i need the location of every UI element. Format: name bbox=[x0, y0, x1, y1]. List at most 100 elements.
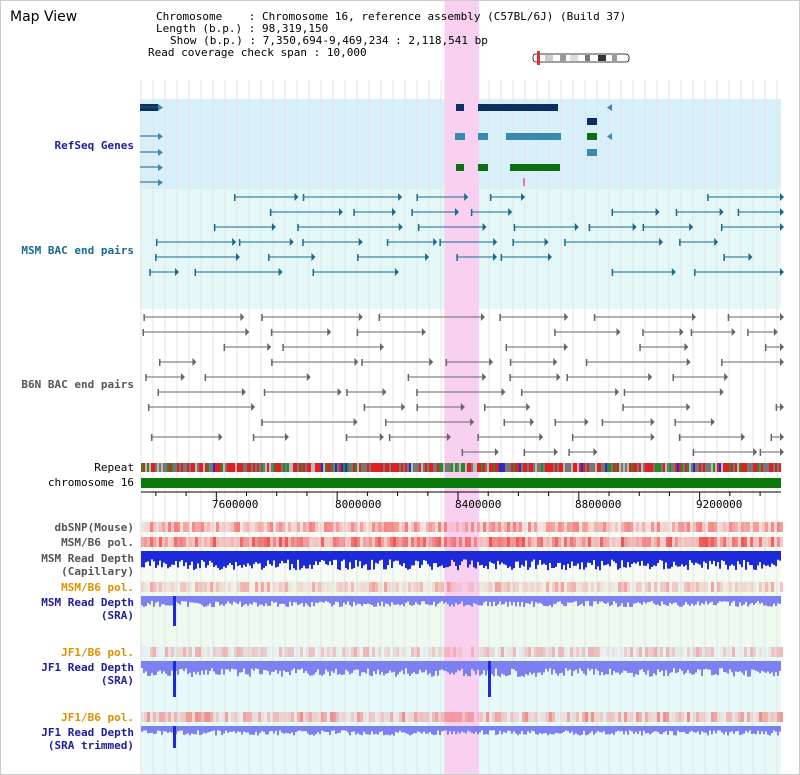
read-depth-bar bbox=[725, 726, 727, 732]
read-depth-bar bbox=[607, 726, 609, 735]
b6n-bac-pair-end bbox=[261, 419, 263, 426]
pol-heat-cell bbox=[600, 537, 603, 547]
read-depth-bar bbox=[435, 596, 437, 607]
read-depth-bar bbox=[409, 726, 411, 736]
read-depth-bar bbox=[753, 596, 755, 605]
msm-bac-pair-arrow-icon bbox=[780, 223, 784, 231]
pol-heat-cell bbox=[240, 522, 243, 532]
track-label-msm-bac[interactable]: MSM BAC end pairs bbox=[21, 244, 134, 257]
read-depth-bar bbox=[463, 661, 465, 677]
pol-heat-cell bbox=[150, 582, 153, 592]
pol-heat-cell bbox=[552, 647, 555, 657]
pol-heat-cell bbox=[510, 537, 513, 547]
track-label-jf1-trimmed-depth[interactable]: JF1 Read Depth (SRA trimmed) bbox=[0, 726, 134, 752]
read-depth-bar bbox=[411, 551, 413, 566]
pol-heat-cell bbox=[561, 522, 564, 532]
pol-heat-cell bbox=[594, 582, 597, 592]
pol-heat-cell bbox=[168, 522, 171, 532]
pol-heat-cell bbox=[594, 522, 597, 532]
refseq-gene bbox=[587, 118, 597, 125]
pol-heat-cell bbox=[249, 522, 252, 532]
track-label-dbsnp[interactable]: dbSNP(Mouse) bbox=[54, 521, 134, 534]
track-label-msm-pol-1[interactable]: MSM/B6 pol. bbox=[61, 536, 134, 549]
read-depth-bar bbox=[375, 726, 377, 734]
read-depth-bar bbox=[173, 551, 175, 565]
read-depth-bar bbox=[377, 661, 379, 670]
read-depth-bar bbox=[477, 726, 479, 735]
read-depth-bar bbox=[683, 726, 685, 732]
pol-heat-cell bbox=[432, 582, 435, 592]
read-depth-bar bbox=[383, 726, 385, 736]
refseq-gene bbox=[506, 133, 561, 140]
read-depth-bar bbox=[349, 596, 351, 606]
repeat-segment bbox=[255, 463, 257, 472]
read-depth-bar bbox=[265, 661, 267, 671]
repeat-segment bbox=[537, 463, 539, 472]
repeat-segment bbox=[713, 463, 715, 472]
read-depth-bar bbox=[323, 726, 325, 732]
read-depth-bar bbox=[159, 726, 161, 731]
read-depth-bar bbox=[339, 661, 341, 674]
pol-heat-cell bbox=[306, 522, 309, 532]
jf1-trimmed-label-line1: JF1 Read Depth bbox=[41, 726, 134, 739]
repeat-segment bbox=[563, 463, 565, 472]
pol-heat-cell bbox=[522, 647, 525, 657]
read-depth-bar bbox=[195, 551, 197, 569]
track-label-chromosome[interactable]: chromosome 16 bbox=[47, 476, 134, 489]
read-depth-bar bbox=[347, 661, 349, 672]
pol-heat-cell bbox=[510, 647, 513, 657]
b6n-bac-pair-end bbox=[385, 419, 387, 426]
pol-heat-cell bbox=[780, 522, 783, 532]
pol-heat-cell bbox=[417, 537, 420, 547]
pol-heat-cell bbox=[159, 582, 162, 592]
pol-heat-cell bbox=[732, 537, 735, 547]
track-label-msm-sra-depth[interactable]: MSM Read Depth (SRA) bbox=[0, 596, 134, 622]
msm-bac-pair-arrow-icon bbox=[358, 238, 363, 246]
read-depth-bar bbox=[607, 661, 609, 675]
read-depth-bar bbox=[511, 661, 513, 669]
read-depth-bar bbox=[767, 661, 769, 672]
pol-heat-cell bbox=[447, 582, 450, 592]
pol-heat-cell bbox=[723, 712, 726, 722]
track-label-jf1-pol-1[interactable]: JF1/B6 pol. bbox=[61, 646, 134, 659]
b6n-bac-pair-end bbox=[672, 374, 674, 381]
track-label-msm-pol-2[interactable]: MSM/B6 pol. bbox=[61, 581, 134, 594]
pol-heat-cell bbox=[183, 522, 186, 532]
pol-heat-cell bbox=[396, 522, 399, 532]
track-label-b6n-bac[interactable]: B6N BAC end pairs bbox=[21, 378, 134, 391]
read-depth-bar bbox=[429, 596, 431, 606]
pol-heat-cell bbox=[324, 522, 327, 532]
read-depth-bar bbox=[447, 726, 449, 735]
b6n-bac-pair-end bbox=[150, 434, 153, 441]
track-label-jf1-pol-2[interactable]: JF1/B6 pol. bbox=[61, 711, 134, 724]
read-depth-bar bbox=[731, 596, 733, 603]
read-depth-bar bbox=[747, 661, 749, 677]
pol-heat-cell bbox=[531, 582, 534, 592]
read-depth-bar bbox=[315, 596, 317, 603]
pol-heat-cell bbox=[414, 647, 417, 657]
pol-heat-cell bbox=[675, 522, 678, 532]
pol-heat-cell bbox=[612, 537, 615, 547]
track-label-repeat[interactable]: Repeat bbox=[94, 461, 134, 474]
track-label-jf1-sra-depth[interactable]: JF1 Read Depth (SRA) bbox=[0, 661, 134, 687]
read-depth-bar bbox=[141, 726, 143, 732]
pol-heat-cell bbox=[312, 582, 315, 592]
pol-heat-cell bbox=[411, 712, 414, 722]
read-depth-bar bbox=[487, 726, 489, 735]
repeat-segment bbox=[633, 463, 635, 472]
pol-heat-cell bbox=[588, 522, 591, 532]
pol-heat-cell bbox=[585, 647, 588, 657]
pol-heat-cell bbox=[336, 522, 339, 532]
read-depth-bar bbox=[445, 661, 447, 672]
track-label-refseq[interactable]: RefSeq Genes bbox=[54, 139, 134, 152]
read-depth-bar bbox=[579, 726, 581, 736]
read-depth-bar bbox=[537, 726, 539, 735]
track-label-msm-capillary-depth[interactable]: MSM Read Depth (Capillary) bbox=[0, 552, 134, 578]
read-depth-bar bbox=[707, 661, 709, 670]
pol-heat-cell bbox=[180, 582, 183, 592]
pol-heat-cell bbox=[708, 647, 711, 657]
pol-heat-cell bbox=[747, 582, 750, 592]
read-depth-bar bbox=[235, 551, 237, 562]
read-depth-bar bbox=[415, 661, 417, 675]
